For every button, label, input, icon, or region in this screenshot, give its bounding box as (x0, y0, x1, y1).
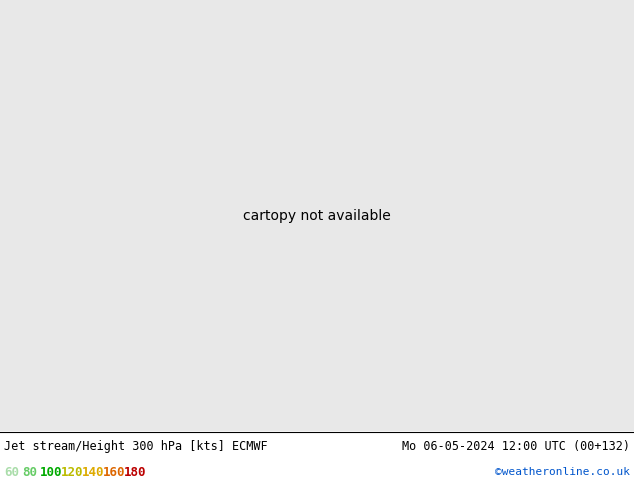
Text: 140: 140 (82, 466, 105, 479)
Text: 100: 100 (40, 466, 63, 479)
Text: Jet stream/Height 300 hPa [kts] ECMWF: Jet stream/Height 300 hPa [kts] ECMWF (4, 440, 268, 453)
Text: 180: 180 (124, 466, 146, 479)
Text: 60: 60 (4, 466, 19, 479)
Text: 160: 160 (103, 466, 126, 479)
Text: ©weatheronline.co.uk: ©weatheronline.co.uk (495, 467, 630, 477)
Text: 120: 120 (61, 466, 84, 479)
Text: Mo 06-05-2024 12:00 UTC (00+132): Mo 06-05-2024 12:00 UTC (00+132) (402, 440, 630, 453)
Text: cartopy not available: cartopy not available (243, 209, 391, 222)
Text: 80: 80 (22, 466, 37, 479)
